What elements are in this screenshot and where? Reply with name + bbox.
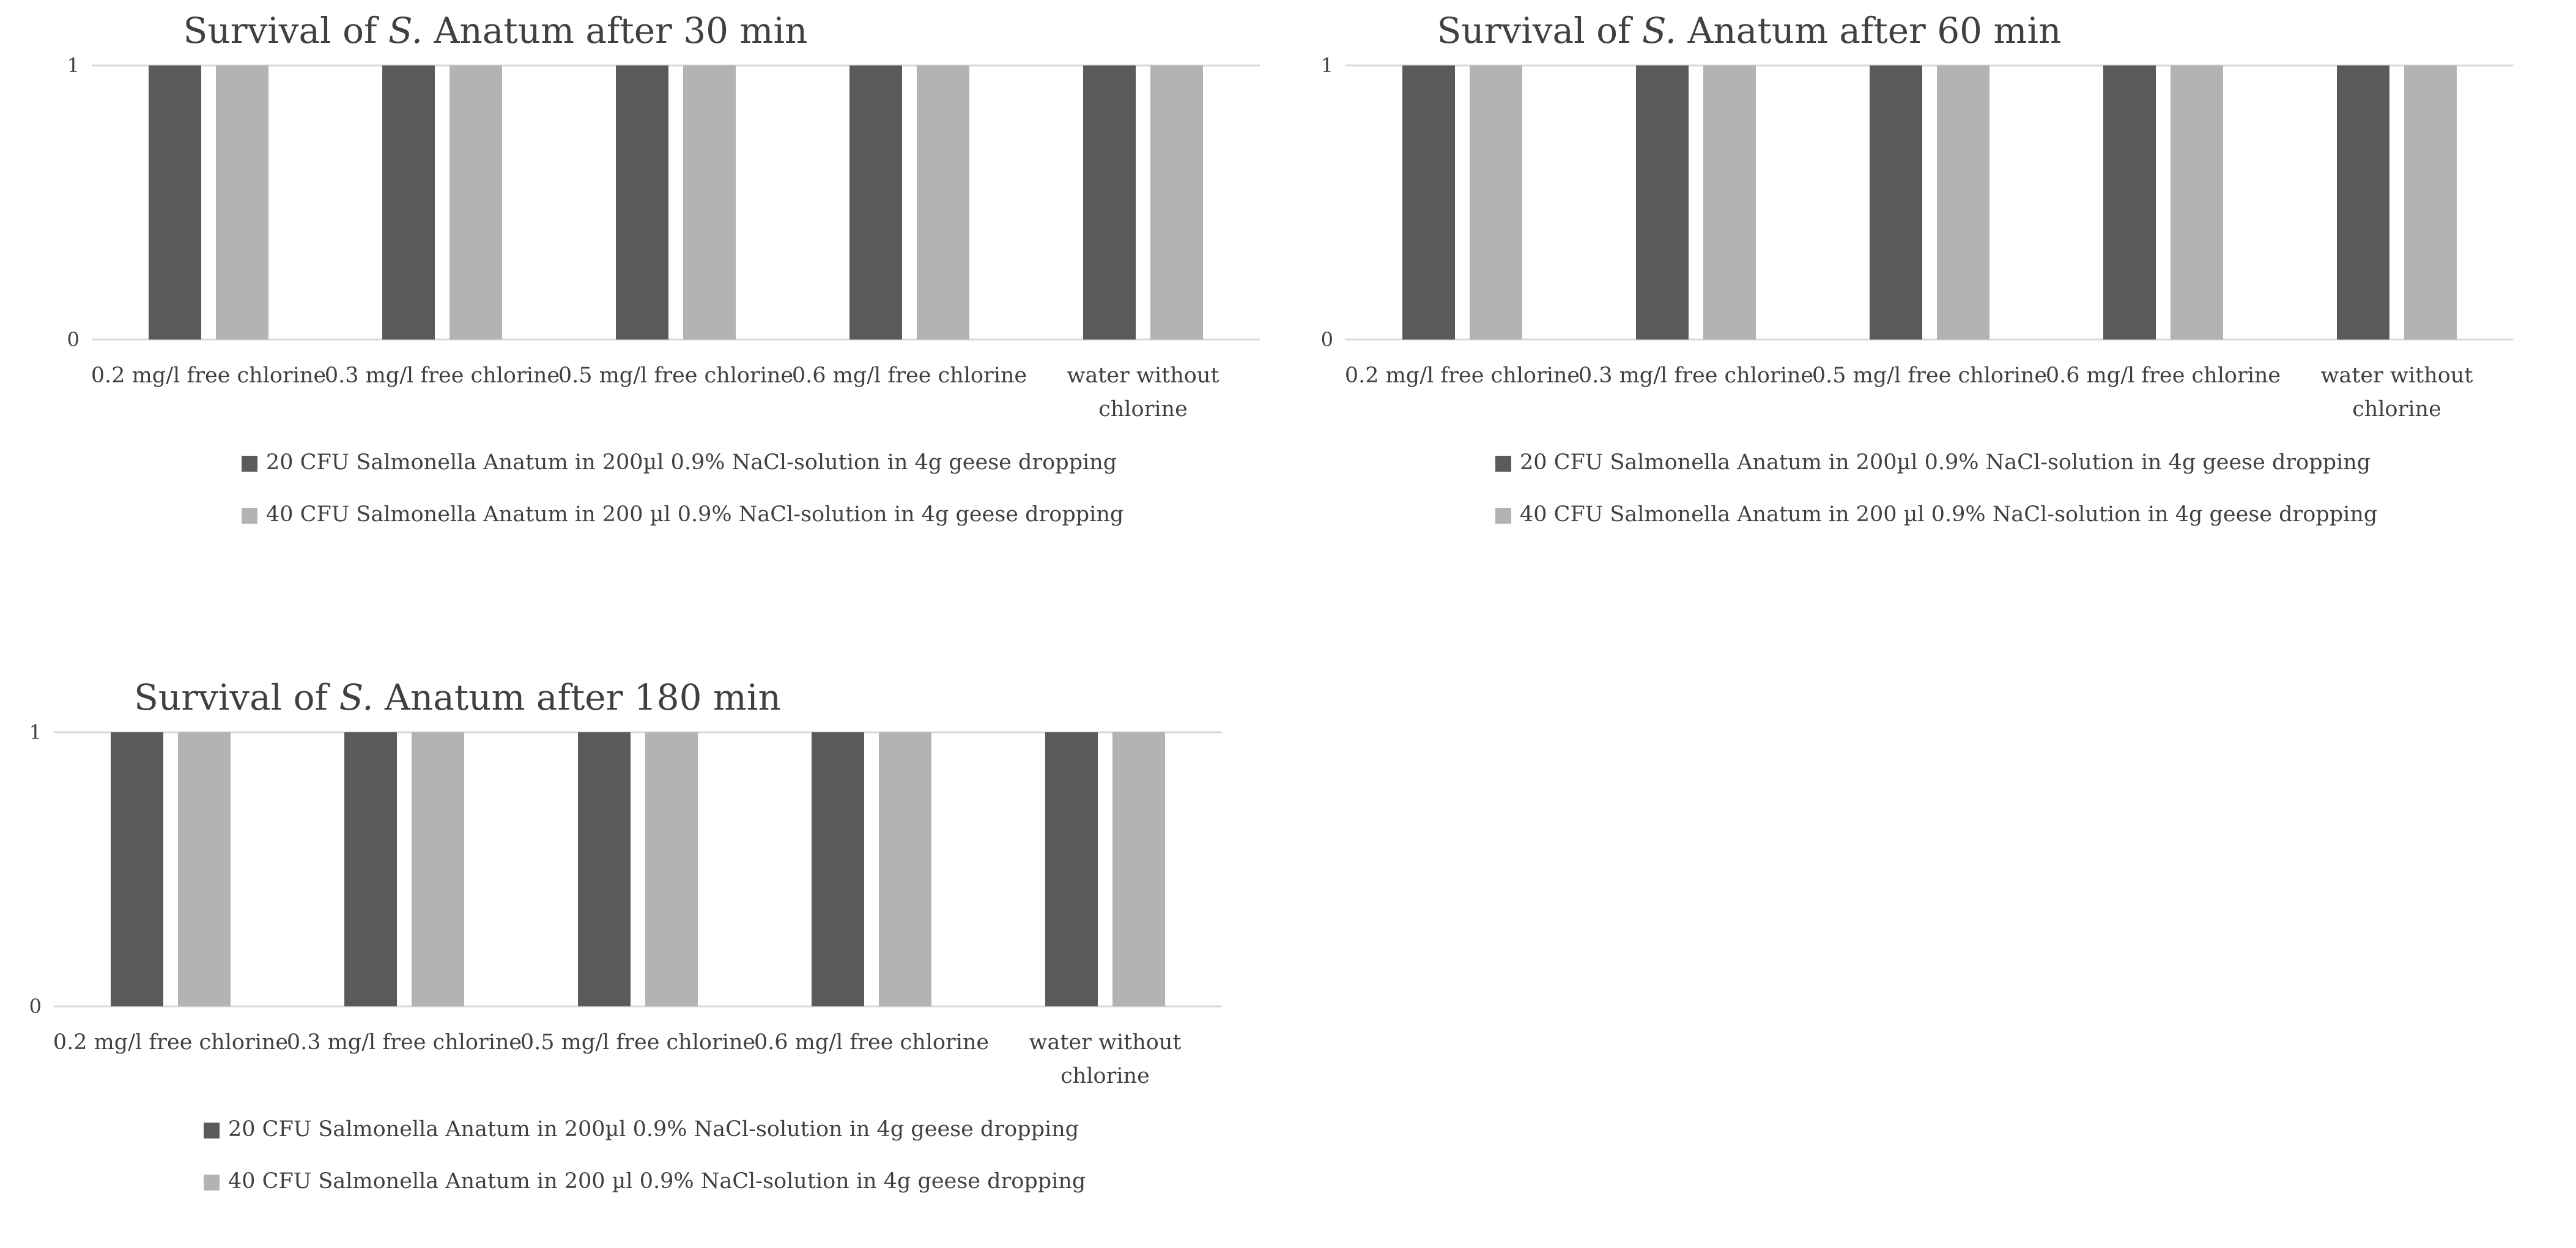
x-category-label-line: 0.5 mg/l free chlorine: [558, 363, 793, 388]
chart-title: Survival of S. Anatum after 30 min: [183, 10, 808, 51]
x-category-label-line: chlorine: [2352, 397, 2441, 422]
bar-series2-cat5: [1112, 732, 1165, 1006]
x-category-label: 0.6 mg/l free chlorine: [792, 363, 1027, 388]
x-category-label-line: 0.2 mg/l free chlorine: [91, 363, 326, 388]
x-category-label-line: water without: [1029, 1030, 1182, 1055]
bar-series2-cat3: [683, 65, 736, 340]
legend-label-2: 40 CFU Salmonella Anatum in 200 µl 0.9% …: [266, 502, 1123, 527]
x-category-label: 0.3 mg/l free chlorine: [287, 1030, 522, 1055]
chart-180min: Survival of S. Anatum after 180 min 0 1 0.2…: [29, 677, 1222, 1194]
bar-series1-cat1: [149, 65, 201, 340]
chart-title-prefix: Survival of: [1437, 10, 1642, 51]
chart-title-suffix: Anatum after 30 min: [423, 10, 807, 51]
y-tick-label: 1: [1321, 54, 1333, 77]
bar-series2-cat5: [2404, 65, 2457, 340]
x-category-label-line: 0.3 mg/l free chlorine: [1579, 363, 1813, 388]
chart-title-prefix: Survival of: [134, 677, 339, 718]
x-category-label: 0.2 mg/l free chlorine: [91, 363, 326, 388]
x-category-label-line: water without: [1067, 363, 1220, 388]
x-category-label: 0.2 mg/l free chlorine: [53, 1030, 288, 1055]
x-category-label: 0.3 mg/l free chlorine: [325, 363, 560, 388]
bar-series2-cat5: [1150, 65, 1203, 340]
x-category-label-line: water without: [2321, 363, 2473, 388]
bar-series2-cat2: [450, 65, 502, 340]
chart-title-italic: S.: [388, 10, 423, 51]
x-category-label-line: 0.6 mg/l free chlorine: [792, 363, 1027, 388]
bar-series2-cat4: [879, 732, 931, 1006]
x-category-label-line: chlorine: [1060, 1064, 1150, 1088]
x-category-label-line: 0.5 mg/l free chlorine: [1812, 363, 2047, 388]
chart-title-italic: S.: [339, 677, 373, 718]
bar-series1-cat5: [1083, 65, 1136, 340]
bar-series2-cat3: [1937, 65, 1989, 340]
bar-series2-cat4: [917, 65, 969, 340]
bar-series2-cat1: [178, 732, 231, 1006]
bar-series1-cat4: [812, 732, 864, 1006]
x-category-label-line: 0.2 mg/l free chlorine: [53, 1030, 288, 1055]
x-category-label: water without chlorine: [1029, 1030, 1182, 1088]
bar-series1-cat2: [1636, 65, 1689, 340]
legend-swatch-2: [1495, 508, 1511, 524]
x-category-label-line: 0.6 mg/l free chlorine: [2046, 363, 2281, 388]
x-category-label-line: 0.2 mg/l free chlorine: [1345, 363, 1580, 388]
chart-title-suffix: Anatum after 60 min: [1676, 10, 2061, 51]
x-category-label-line: 0.3 mg/l free chlorine: [287, 1030, 522, 1055]
bar-series1-cat5: [1045, 732, 1098, 1006]
legend-swatch-1: [1495, 456, 1511, 472]
bar-series2-cat2: [1703, 65, 1756, 340]
bar-series1-cat4: [2103, 65, 2156, 340]
x-category-label-line: 0.5 mg/l free chlorine: [520, 1030, 755, 1055]
bar-series1-cat5: [2337, 65, 2389, 340]
x-category-label: water without chlorine: [1067, 363, 1220, 422]
legend-swatch-2: [204, 1175, 220, 1190]
x-category-label: 0.5 mg/l free chlorine: [558, 363, 793, 388]
x-category-label: 0.6 mg/l free chlorine: [754, 1030, 989, 1055]
legend-label-1: 20 CFU Salmonella Anatum in 200µl 0.9% N…: [228, 1117, 1079, 1142]
legend-swatch-1: [242, 456, 257, 472]
x-category-label-line: 0.6 mg/l free chlorine: [754, 1030, 989, 1055]
x-category-label: 0.5 mg/l free chlorine: [1812, 363, 2047, 388]
y-tick-label: 0: [29, 995, 42, 1018]
legend-swatch-2: [242, 508, 257, 524]
bar-series1-cat2: [382, 65, 435, 340]
chart-title: Survival of S. Anatum after 180 min: [134, 677, 781, 718]
bar-series2-cat2: [412, 732, 464, 1006]
bar-series2-cat1: [1470, 65, 1522, 340]
chart-title-italic: S.: [1642, 10, 1676, 51]
y-tick-label: 0: [67, 328, 80, 351]
legend-label-1: 20 CFU Salmonella Anatum in 200µl 0.9% N…: [266, 450, 1117, 475]
x-category-label: 0.3 mg/l free chlorine: [1579, 363, 1813, 388]
x-category-label-line: chlorine: [1098, 397, 1188, 422]
chart-30min: Survival of S. Anatum after 30 min 0 1 0.2 …: [67, 10, 1260, 527]
chart-title-suffix: Anatum after 180 min: [374, 677, 781, 718]
bar-series1-cat1: [1402, 65, 1455, 340]
x-category-label: 0.5 mg/l free chlorine: [520, 1030, 755, 1055]
legend-label-2: 40 CFU Salmonella Anatum in 200 µl 0.9% …: [228, 1169, 1086, 1194]
legend-label-2: 40 CFU Salmonella Anatum in 200 µl 0.9% …: [1520, 502, 2377, 527]
bar-series2-cat4: [2171, 65, 2223, 340]
chart-title: Survival of S. Anatum after 60 min: [1437, 10, 2062, 51]
bar-series2-cat3: [645, 732, 698, 1006]
bar-series2-cat1: [216, 65, 268, 340]
legend-swatch-1: [204, 1123, 220, 1138]
y-tick-label: 1: [67, 54, 80, 77]
chart-panel-30min: Survival of S. Anatum after 30 min 0 1 0.2 …: [0, 0, 1284, 581]
bar-series1-cat4: [849, 65, 902, 340]
bar-series1-cat3: [616, 65, 668, 340]
bar-series1-cat3: [1870, 65, 1922, 340]
y-tick-label: 0: [1321, 328, 1333, 351]
bar-series1-cat3: [578, 732, 631, 1006]
bar-series1-cat1: [111, 732, 163, 1006]
y-tick-label: 1: [29, 721, 42, 744]
x-category-label-line: 0.3 mg/l free chlorine: [325, 363, 560, 388]
chart-panel-60min: Survival of S. Anatum after 60 min 0 1 0.2 …: [1254, 0, 2538, 581]
x-category-label: 0.2 mg/l free chlorine: [1345, 363, 1580, 388]
x-category-label: water without chlorine: [2321, 363, 2473, 422]
legend-label-1: 20 CFU Salmonella Anatum in 200µl 0.9% N…: [1520, 450, 2371, 475]
chart-panel-180min: Survival of S. Anatum after 180 min 0 1 0.2…: [0, 667, 1246, 1248]
chart-60min: Survival of S. Anatum after 60 min 0 1 0.2 …: [1321, 10, 2514, 527]
chart-title-prefix: Survival of: [183, 10, 388, 51]
bar-series1-cat2: [344, 732, 397, 1006]
x-category-label: 0.6 mg/l free chlorine: [2046, 363, 2281, 388]
